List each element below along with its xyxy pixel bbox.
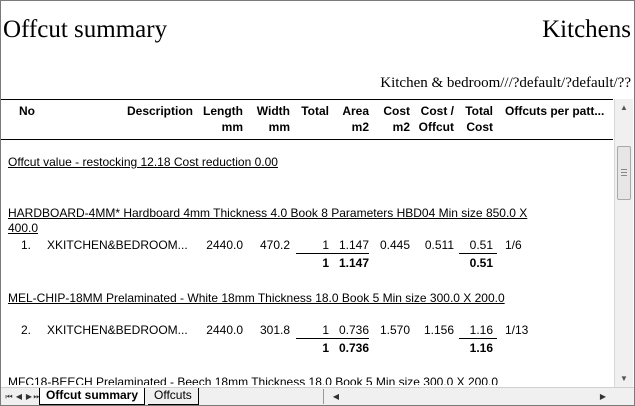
- col-header-total: Total: [301, 104, 329, 118]
- sheet-tab-bar: ⏮ ◀ ▶ ⏭ Offcut summary Offcuts ◀ ▶: [1, 387, 634, 405]
- col-header-cost-m2: Cost m2: [383, 104, 410, 134]
- row-length: 2440.0: [206, 238, 243, 252]
- arrow-down-icon: ▼: [620, 374, 628, 383]
- row-cost-m2: 1.570: [379, 323, 410, 337]
- row-total-cost: 1.16: [469, 323, 493, 337]
- subtotal-total: 1: [322, 256, 329, 270]
- subtotal-rule: [296, 253, 369, 254]
- subtotal-rule: [459, 338, 497, 339]
- material-heading: HARDBOARD-4MM* Hardboard 4mm Thickness 4…: [8, 206, 528, 220]
- prev-sheet-button[interactable]: ◀: [14, 390, 24, 403]
- first-icon: ⏮: [5, 392, 13, 401]
- row-no: 2.: [21, 323, 32, 337]
- last-icon: ⏭: [33, 392, 41, 401]
- row-width: 470.2: [259, 238, 290, 252]
- first-sheet-button[interactable]: ⏮: [4, 390, 14, 403]
- col-header-cost-offcut: Cost / Offcut: [418, 104, 454, 134]
- subtotal-total: 1: [322, 341, 329, 355]
- row-total-cost: 0.51: [469, 238, 493, 252]
- col-header-total-cost: Total Cost: [465, 104, 493, 134]
- row-cost-offcut: 0.511: [424, 238, 454, 252]
- next-sheet-button[interactable]: ▶: [24, 390, 34, 403]
- vertical-scrollbar[interactable]: ▲ ▼: [614, 99, 633, 387]
- col-header-area: Area m2: [342, 104, 369, 134]
- subtotal-area: 0.736: [338, 341, 369, 355]
- row-description: XKITCHEN&BEDROOM...: [47, 238, 188, 252]
- row-description: XKITCHEN&BEDROOM...: [47, 323, 188, 337]
- col-header-no: No: [19, 104, 35, 118]
- row-area: 1.147: [338, 238, 369, 252]
- row-cost-offcut: 1.156: [423, 323, 454, 337]
- row-width: 301.8: [259, 323, 290, 337]
- material-heading: MFC18-BEECH Prelaminated - Beech 18mm Th…: [8, 375, 499, 385]
- subtotal-area: 1.147: [338, 256, 369, 270]
- grip-icon: [621, 175, 627, 176]
- arrow-left-icon: ◀: [332, 392, 340, 401]
- col-header-width: Width mm: [256, 104, 290, 134]
- subtotal-rule: [459, 253, 497, 254]
- scroll-down-button[interactable]: ▼: [615, 370, 633, 387]
- row-offcuts-per-pattern: 1/6: [505, 238, 522, 252]
- subtotal-total-cost: 0.51: [469, 256, 493, 270]
- grip-icon: [621, 169, 627, 170]
- tab-offcut-summary[interactable]: Offcut summary: [39, 388, 146, 405]
- row-offcuts-per-pattern: 1/13: [505, 323, 529, 337]
- material-heading: MEL-CHIP-18MM Prelaminated - White 18mm …: [8, 291, 505, 305]
- row-total: 1: [322, 238, 329, 252]
- row-total: 1: [322, 323, 329, 337]
- arrow-up-icon: ▲: [620, 103, 628, 112]
- tab-offcuts[interactable]: Offcuts: [148, 388, 199, 405]
- column-header-row: No Description Length mm Width mm Total Ar…: [1, 99, 613, 140]
- scroll-left-button[interactable]: ◀: [331, 390, 341, 403]
- next-icon: ▶: [25, 392, 33, 401]
- row-area: 0.736: [338, 323, 369, 337]
- grip-icon: [621, 172, 627, 173]
- subtotal-rule: [296, 338, 369, 339]
- arrow-right-icon: ▶: [599, 392, 607, 401]
- report-body: Offcut value - restocking 12.18 Cost red…: [1, 139, 613, 385]
- row-length: 2440.0: [206, 323, 243, 337]
- row-cost-m2: 0.445: [379, 238, 410, 252]
- col-header-description: Description: [126, 104, 193, 118]
- report-subtitle: Kitchen & bedroom///?default/?default/??: [380, 75, 631, 91]
- scroll-up-button[interactable]: ▲: [615, 99, 633, 116]
- scroll-right-button[interactable]: ▶: [598, 390, 608, 403]
- company-name: Kitchens: [542, 16, 631, 43]
- report-title: Offcut summary: [3, 16, 168, 43]
- prev-icon: ◀: [15, 392, 23, 401]
- material-heading-continued: 400.0: [8, 221, 39, 235]
- offcut-value-summary: Offcut value - restocking 12.18 Cost red…: [8, 155, 278, 169]
- last-sheet-button[interactable]: ⏭: [32, 390, 42, 403]
- scroll-thumb[interactable]: [617, 146, 631, 200]
- horizontal-scrollbar[interactable]: ◀ ▶: [328, 388, 634, 405]
- row-no: 1.: [21, 238, 32, 252]
- col-header-length: Length mm: [203, 104, 243, 134]
- col-header-offcuts-per-pattern: Offcuts per patt...: [505, 104, 605, 118]
- subtotal-total-cost: 1.16: [469, 341, 493, 355]
